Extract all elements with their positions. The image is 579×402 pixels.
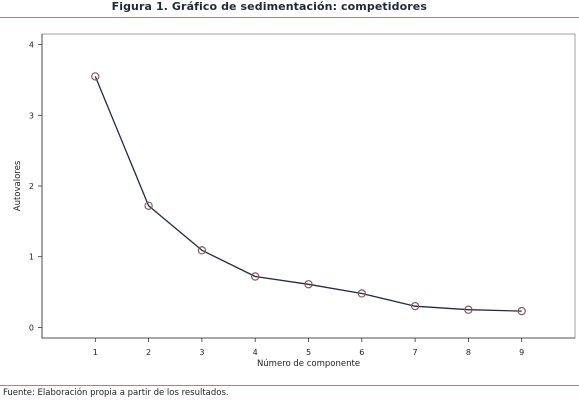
data-point-marker [464, 305, 473, 314]
data-point-marker [304, 280, 313, 289]
data-point-marker [91, 72, 100, 81]
y-axis-label: Autovalores [13, 160, 23, 211]
x-tick-label: 6 [359, 348, 364, 357]
x-tick-label: 2 [146, 348, 151, 357]
data-point-marker [144, 201, 153, 210]
figure-title: Figura 1. Gráfico de sedimentación: comp… [111, 0, 427, 13]
x-axis-label: Número de componente [257, 359, 360, 369]
plot-frame [41, 33, 576, 339]
x-tick-label: 1 [93, 348, 98, 357]
y-tick-label: 0 [29, 323, 34, 332]
y-tick-label: 1 [29, 253, 34, 262]
y-tick-label: 3 [29, 111, 34, 120]
figure-header: Figura 1. Gráfico de sedimentación: comp… [0, 0, 579, 18]
y-tick-label: 4 [29, 41, 34, 50]
data-point-marker [250, 272, 260, 281]
data-point-marker [357, 289, 366, 298]
scree-plot: 0 1 2 3 4 1 2 3 4 5 6 7 8 9 Número de componente Auto… [13, 33, 576, 369]
x-tick-label: 3 [199, 348, 204, 357]
data-point-marker [517, 306, 526, 316]
data-point-marker [410, 301, 420, 311]
figure-source: Fuente: Elaboración propia a partir de l… [3, 388, 229, 398]
data-point-marker [197, 246, 207, 255]
bottom-divider [0, 385, 579, 386]
x-tick-label: 5 [306, 348, 311, 357]
chart-ticks: 0 1 2 3 4 1 2 3 4 5 6 7 8 9 [29, 41, 524, 357]
x-tick-label: 4 [253, 348, 258, 357]
x-tick-label: 7 [413, 348, 418, 357]
y-tick-label: 2 [29, 182, 34, 191]
chart-series [91, 72, 526, 316]
x-tick-label: 8 [466, 348, 471, 357]
top-divider [0, 17, 579, 18]
series-line [94, 76, 522, 312]
x-tick-label: 9 [519, 348, 524, 357]
chart-axes [41, 33, 576, 339]
